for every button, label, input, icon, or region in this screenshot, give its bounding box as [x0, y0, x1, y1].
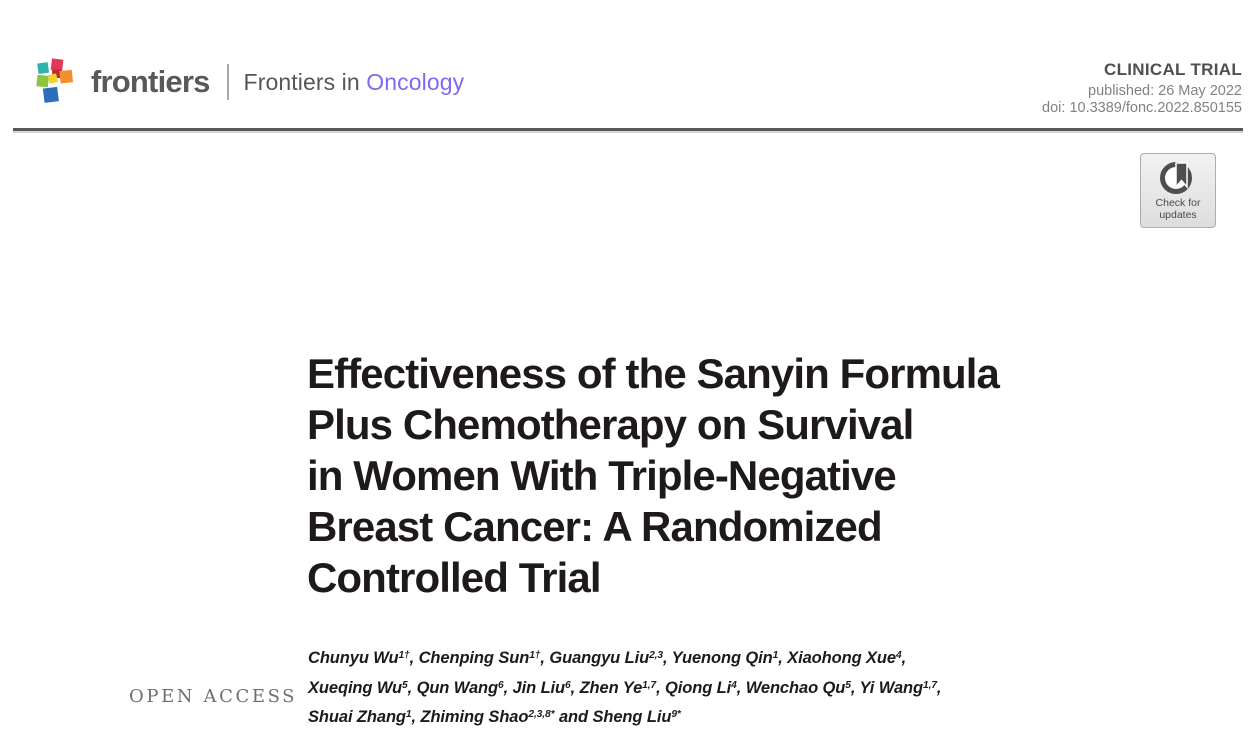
author-line: Shuai Zhang1, Zhiming Shao2,3,8* and She… — [308, 708, 681, 726]
published-date: published: 26 May 2022 — [1088, 83, 1242, 99]
header-rule — [13, 128, 1243, 131]
frontiers-logo-icon — [36, 58, 74, 103]
check-for-updates-button[interactable]: Check for updates — [1140, 153, 1216, 228]
brand: frontiers Frontiers in Oncology — [35, 58, 464, 106]
journal-name: Frontiers in Oncology — [244, 69, 465, 96]
crossmark-bookmark-icon — [1160, 162, 1192, 194]
header-meta: CLINICAL TRIAL published: 26 May 2022 do… — [1042, 60, 1242, 116]
article-type-label: CLINICAL TRIAL — [1104, 60, 1242, 79]
author-line: Chunyu Wu1†, Chenping Sun1†, Guangyu Liu… — [308, 649, 907, 667]
journal-prefix: Frontiers in — [243, 68, 367, 95]
article-title: Effectiveness of the Sanyin Formula Plus… — [307, 350, 1000, 601]
brand-divider — [226, 64, 229, 100]
author-line: Xueqing Wu5, Qun Wang6, Jin Liu6, Zhen Y… — [308, 678, 942, 697]
frontiers-wordmark: frontiers — [91, 64, 210, 99]
doi-text: doi: 10.3389/fonc.2022.850155 — [1042, 99, 1242, 116]
authors: Chunyu Wu1†, Chenping Sun1†, Guangyu Liu… — [308, 645, 1068, 734]
open-access-label: OPEN ACCESS — [129, 686, 298, 707]
check-for-updates-label: Check for updates — [1155, 197, 1201, 221]
journal-title-accent: Oncology — [366, 68, 465, 95]
